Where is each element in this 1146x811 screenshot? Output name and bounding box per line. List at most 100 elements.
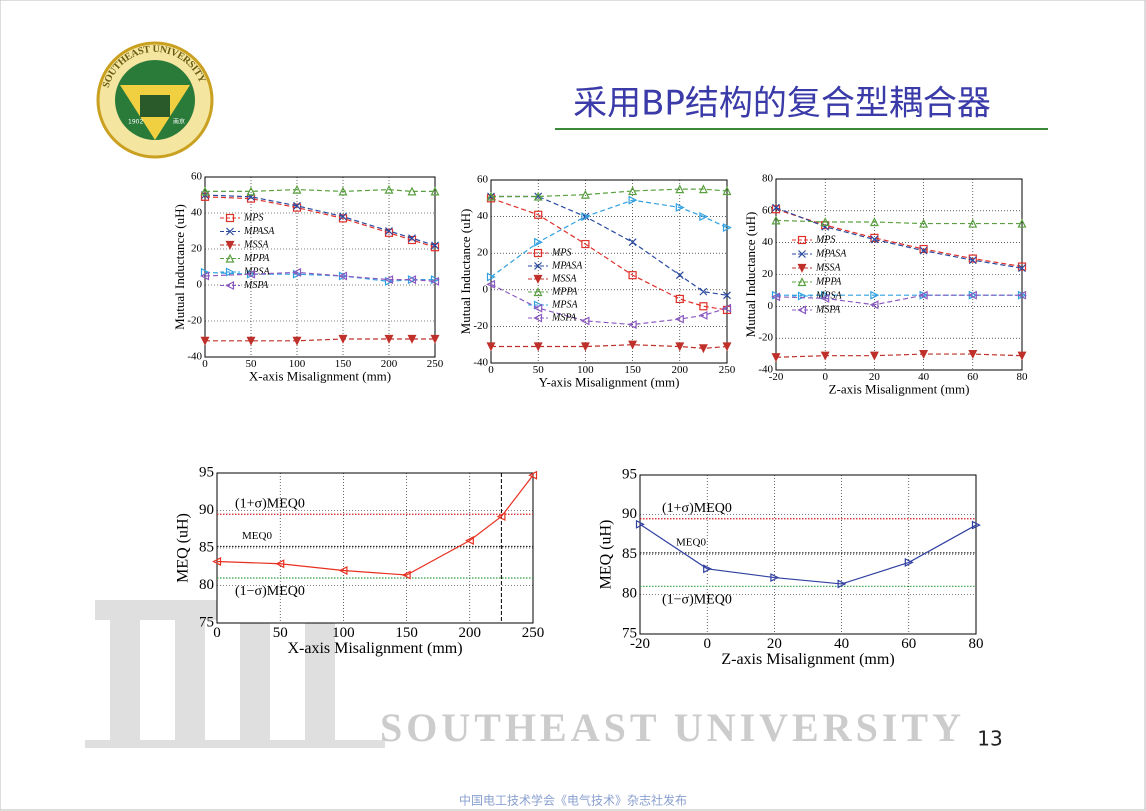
legend-label: MPPA <box>551 286 578 297</box>
marker <box>797 263 807 273</box>
marker <box>430 186 440 196</box>
x-tick-label: 40 <box>918 371 930 383</box>
y-tick-label: 40 <box>762 236 774 248</box>
x-tick-label: 100 <box>577 364 594 376</box>
marker <box>200 336 210 346</box>
marker <box>430 334 440 344</box>
marker <box>1017 262 1027 271</box>
x-tick-label: 80 <box>1017 371 1029 383</box>
marker <box>722 186 732 196</box>
marker <box>675 342 685 352</box>
marker <box>699 212 709 222</box>
reference-label: (1+σ)MEQ0 <box>662 501 732 516</box>
y-tick-label: 90 <box>199 502 214 518</box>
marker <box>226 227 234 236</box>
x-tick-label: 0 <box>703 636 711 652</box>
legend-label: MPS <box>815 234 835 245</box>
marker <box>971 520 981 530</box>
marker <box>967 290 977 300</box>
y-tick-label: 20 <box>191 243 203 255</box>
y-tick-label: 95 <box>622 466 637 482</box>
marker <box>580 189 590 199</box>
marker <box>797 235 807 245</box>
y-tick-label: 40 <box>477 210 489 222</box>
marker <box>627 320 637 330</box>
marker <box>770 573 780 583</box>
marker <box>869 300 879 310</box>
x-tick-label: 60 <box>901 636 916 652</box>
marker <box>338 334 348 344</box>
series-line <box>775 294 1022 306</box>
x-tick-label: 20 <box>767 636 782 652</box>
legend-label: MPSA <box>243 266 270 277</box>
marker <box>430 276 440 286</box>
x-tick-label: 0 <box>202 358 208 370</box>
marker <box>919 244 928 254</box>
legend-label: MPPA <box>243 253 270 264</box>
marker <box>338 186 348 196</box>
marker <box>1018 264 1026 273</box>
marker <box>698 184 708 194</box>
x-tick-label: 150 <box>624 364 641 376</box>
x-tick-label: 250 <box>719 364 736 376</box>
legend-label: MPSA <box>551 299 578 310</box>
y-tick-label: 95 <box>199 464 214 480</box>
marker <box>430 243 440 252</box>
y-axis-label: Mutual Inductance (uH) <box>743 212 758 338</box>
y-tick-label: 85 <box>622 546 637 562</box>
marker <box>869 217 879 227</box>
marker <box>771 353 781 363</box>
marker <box>533 303 543 313</box>
legend-label: MSPA <box>551 312 577 323</box>
x-tick-label: 200 <box>381 358 398 370</box>
y-tick-label: 75 <box>622 625 637 641</box>
marker <box>293 201 301 210</box>
marker <box>870 235 879 244</box>
legend-label: MPASA <box>551 260 583 271</box>
marker <box>698 344 708 354</box>
marker <box>628 340 638 350</box>
y-tick-label: 40 <box>191 207 203 219</box>
marker <box>533 342 543 352</box>
marker <box>407 186 417 196</box>
marker <box>292 336 302 346</box>
reference-label: (1+σ)MEQ0 <box>235 496 305 511</box>
x-tick-label: 250 <box>427 358 444 370</box>
y-tick-label: 60 <box>191 171 203 183</box>
reference-label: (1−σ)MEQ0 <box>235 584 305 599</box>
y-tick-label: 0 <box>483 283 489 295</box>
marker <box>200 271 210 281</box>
marker <box>722 342 732 352</box>
y-tick-label: 85 <box>199 539 214 555</box>
y-tick-label: -20 <box>187 315 202 327</box>
legend-label: MPASA <box>243 226 275 237</box>
marker <box>338 214 348 223</box>
marker <box>533 313 543 323</box>
x-tick-label: 50 <box>533 364 545 376</box>
marker <box>407 275 417 285</box>
series-line <box>775 219 1022 225</box>
marker <box>528 470 538 480</box>
series-line <box>775 207 1023 269</box>
marker <box>968 218 978 228</box>
legend-label: MSSA <box>243 239 269 250</box>
marker <box>292 184 302 194</box>
x-tick-label: 50 <box>246 358 258 370</box>
marker <box>225 267 235 277</box>
x-tick-label: 0 <box>488 364 494 376</box>
x-axis-label: Z-axis Misalignment (mm) <box>829 382 970 397</box>
watermark-text: SOUTHEAST UNIVERSITY <box>380 705 965 750</box>
x-tick-label: 150 <box>335 358 352 370</box>
y-tick-label: 90 <box>622 506 637 522</box>
series-line <box>490 199 728 278</box>
marker <box>246 269 256 279</box>
legend-label: MPS <box>551 247 571 258</box>
y-tick-label: 80 <box>622 586 637 602</box>
marker <box>723 291 731 300</box>
y-tick-label: 80 <box>199 577 214 593</box>
marker <box>675 202 685 212</box>
y-tick-label: -20 <box>758 332 773 344</box>
y-tick-label: 0 <box>768 300 774 312</box>
marker <box>772 203 780 212</box>
